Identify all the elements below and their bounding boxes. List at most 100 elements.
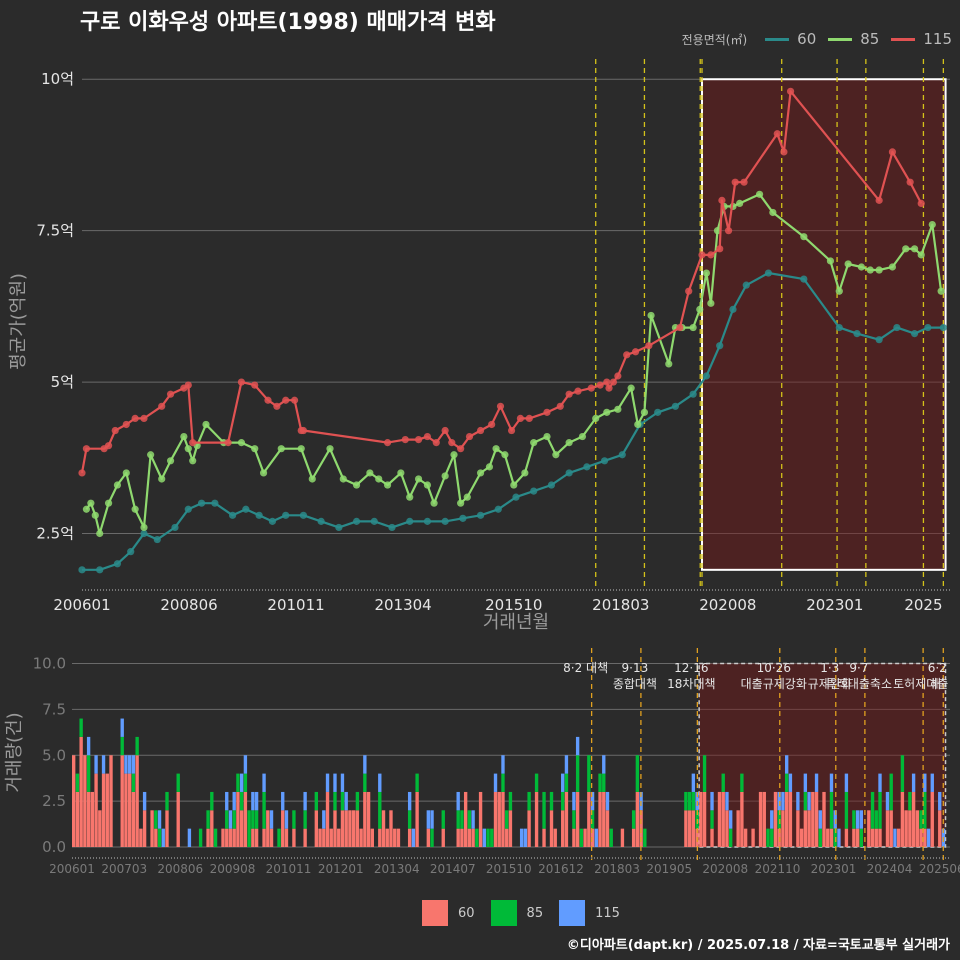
data-point-60 (671, 402, 680, 410)
bar-legend-label-60: 60 (458, 905, 475, 921)
volume-bar-60 (740, 791, 744, 847)
data-point-85 (917, 251, 925, 259)
bar-x-tick-label: 200806 (157, 862, 203, 876)
volume-bar-115 (575, 736, 580, 756)
volume-bar-60 (736, 810, 740, 847)
policy-annotation: 대출규제강화 (741, 677, 807, 691)
data-point-115 (383, 439, 392, 447)
volume-bar-60 (478, 791, 483, 847)
volume-bar-60 (351, 810, 356, 847)
volume-bar-85 (889, 773, 893, 811)
volume-bar-60 (322, 828, 326, 847)
data-point-85 (713, 227, 722, 235)
volume-bar-115 (426, 810, 430, 829)
volume-bar-60 (807, 810, 811, 847)
volume-bar-60 (165, 810, 169, 847)
legend-label-85: 85 (860, 30, 880, 48)
volume-bar-60 (527, 810, 531, 847)
volume-bar-85 (643, 828, 647, 847)
volume-bar-85 (687, 791, 692, 811)
volume-bar-60 (348, 810, 352, 847)
data-point-115 (401, 436, 409, 444)
data-point-85 (441, 472, 449, 480)
volume-bar-60 (329, 828, 333, 847)
data-point-115 (556, 402, 564, 410)
data-point-60 (423, 517, 432, 525)
volume-bar-60 (564, 791, 569, 847)
data-point-85 (463, 493, 471, 501)
data-point-115 (251, 381, 259, 389)
volume-bar-60 (176, 791, 180, 847)
volume-bar-115 (120, 718, 124, 737)
volume-bar-85 (303, 810, 307, 829)
bar-x-tick-label: 201510 (486, 862, 532, 876)
data-point-60 (512, 493, 520, 501)
data-point-115 (685, 287, 693, 295)
volume-bar-85 (803, 791, 808, 811)
x-tick-label: 201011 (267, 596, 324, 614)
volume-bar-60 (785, 791, 789, 847)
policy-annotation: 6·2 (928, 661, 947, 675)
volume-bar-115 (161, 828, 165, 847)
volume-bar-85 (251, 810, 255, 829)
data-point-85 (237, 439, 246, 447)
volume-bar-115 (710, 791, 714, 811)
volume-bar-115 (127, 755, 132, 774)
volume-bar-85 (355, 791, 360, 811)
volume-bar-115 (829, 773, 834, 792)
volume-bar-60 (381, 810, 386, 847)
data-point-85 (259, 469, 268, 477)
data-point-85 (665, 360, 673, 368)
volume-bar-115 (859, 810, 864, 829)
volume-bar-60 (340, 810, 345, 847)
volume-bar-60 (923, 828, 927, 847)
data-point-85 (592, 414, 600, 423)
data-point-115 (631, 348, 640, 356)
highlight-region (701, 78, 947, 571)
volume-bar-60 (221, 828, 225, 847)
data-point-60 (255, 511, 263, 519)
data-point-85 (530, 439, 538, 447)
bar-y-tick-label: 10.0 (33, 655, 66, 673)
area-legend: 전용면적(㎡) 60 85 115 (682, 30, 952, 48)
volume-bar-60 (72, 755, 76, 847)
data-point-60 (689, 390, 697, 398)
volume-bar-115 (269, 810, 274, 829)
data-point-85 (113, 481, 122, 489)
data-point-85 (122, 469, 130, 477)
data-point-60 (875, 336, 883, 344)
volume-bar-115 (564, 755, 569, 774)
data-point-115 (906, 178, 914, 186)
volume-bar-85 (785, 773, 789, 792)
volume-bar-115 (807, 791, 811, 811)
volume-bar-115 (602, 755, 606, 774)
data-point-115 (780, 148, 788, 156)
data-point-115 (237, 378, 246, 386)
volume-bar-60 (900, 791, 905, 847)
bar-x-tick-label: 201201 (318, 862, 364, 876)
data-point-85 (457, 499, 465, 507)
legend-swatch-85 (828, 37, 853, 41)
volume-bar-85 (475, 828, 479, 847)
volume-bar-60 (493, 791, 498, 847)
volume-bar-60 (337, 828, 341, 847)
volume-bar-60 (314, 810, 319, 847)
volume-bar-60 (725, 810, 729, 847)
volume-bar-60 (684, 810, 688, 847)
volume-bar-60 (243, 791, 248, 847)
data-point-85 (485, 463, 494, 471)
data-point-115 (423, 432, 432, 441)
volume-bar-60 (318, 828, 322, 847)
data-point-115 (718, 196, 726, 204)
data-point-60 (939, 323, 947, 332)
volume-bar-115 (926, 828, 931, 847)
data-point-115 (441, 426, 449, 435)
data-point-115 (731, 178, 739, 186)
volume-bar-60 (908, 810, 912, 847)
volume-bar-115 (239, 773, 244, 792)
data-point-85 (104, 499, 113, 507)
volume-bar-85 (292, 810, 296, 829)
bar-x-tick-label: 200908 (210, 862, 256, 876)
volume-bar-85 (691, 791, 696, 811)
volume-bar-115 (471, 810, 475, 829)
